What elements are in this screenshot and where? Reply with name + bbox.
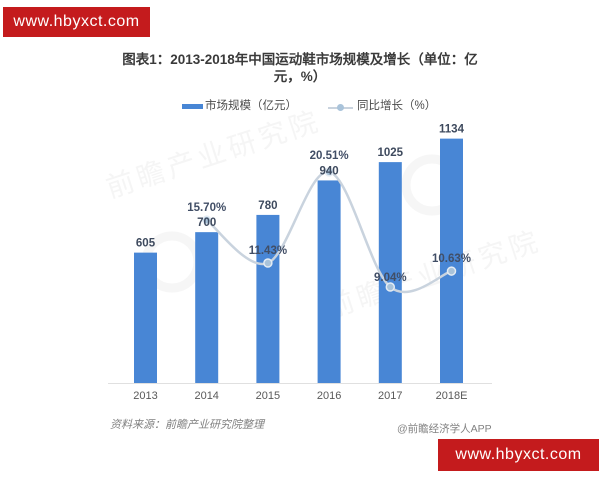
growth-value-label-2016: 20.51% bbox=[310, 150, 349, 162]
bar-value-label-2016: 940 bbox=[320, 165, 339, 177]
watermark-text: 前瞻产业研究院 bbox=[322, 225, 545, 324]
bar-2014 bbox=[195, 232, 219, 383]
bar-value-label-2017: 1025 bbox=[378, 147, 404, 159]
website-url: www.hbyxct.com bbox=[455, 446, 582, 463]
legend-label-growth: 同比增长（%） bbox=[357, 100, 437, 112]
chart-title: 图表1：2013-2018年中国运动鞋市场规模及增长（单位：亿 元，%） bbox=[0, 51, 600, 85]
legend-label-market-size: 市场规模（亿元） bbox=[205, 100, 297, 112]
growth-value-label-2017: 9.04% bbox=[374, 272, 407, 284]
legend-bar-swatch bbox=[182, 104, 203, 109]
bar-2013 bbox=[134, 252, 157, 383]
bar-value-label-2014: 700 bbox=[197, 217, 216, 229]
growth-value-label-2014: 15.70% bbox=[187, 202, 226, 214]
x-axis-label-2016: 2016 bbox=[317, 390, 341, 402]
growth-value-label-2015: 11.43% bbox=[249, 245, 287, 257]
line-marker-2018E bbox=[446, 266, 457, 276]
publisher-credit: @前瞻经济学人APP bbox=[397, 423, 492, 435]
website-watermark-banner-bottom: www.hbyxct.com bbox=[438, 439, 599, 471]
line-marker-2015 bbox=[263, 258, 273, 268]
bar-2018E bbox=[440, 138, 463, 383]
x-axis-label-2013: 2013 bbox=[133, 390, 157, 402]
x-axis-label-2017: 2017 bbox=[378, 390, 402, 402]
bar-2015 bbox=[256, 214, 280, 383]
bar-value-label-2018E: 1134 bbox=[439, 124, 465, 136]
x-axis-label-2014: 2014 bbox=[194, 390, 218, 402]
website-url: www.hbyxct.com bbox=[13, 13, 140, 30]
bar-2017 bbox=[378, 162, 402, 383]
x-axis-label-2015: 2015 bbox=[256, 390, 280, 402]
line-marker-2016 bbox=[324, 167, 334, 177]
bar-value-label-2015: 780 bbox=[258, 200, 277, 212]
bar-2016 bbox=[317, 180, 341, 383]
data-source-note: 资料来源：前瞻产业研究院整理 bbox=[110, 419, 264, 431]
chart-title-line2: 元，%） bbox=[273, 69, 327, 84]
legend-line-marker-icon bbox=[337, 104, 344, 111]
line-marker-2014 bbox=[201, 215, 212, 225]
watermark-text: 前瞻产业研究院 bbox=[102, 105, 325, 204]
website-watermark-banner-top: www.hbyxct.com bbox=[3, 7, 150, 37]
x-axis-label-2018E: 2018E bbox=[436, 390, 468, 402]
growth-value-label-2018E: 10.63% bbox=[432, 253, 471, 265]
line-marker-2017 bbox=[385, 282, 396, 292]
bar-value-label-2013: 605 bbox=[136, 238, 156, 250]
chart-title-line1: 图表1：2013-2018年中国运动鞋市场规模及增长（单位：亿 bbox=[122, 52, 478, 67]
